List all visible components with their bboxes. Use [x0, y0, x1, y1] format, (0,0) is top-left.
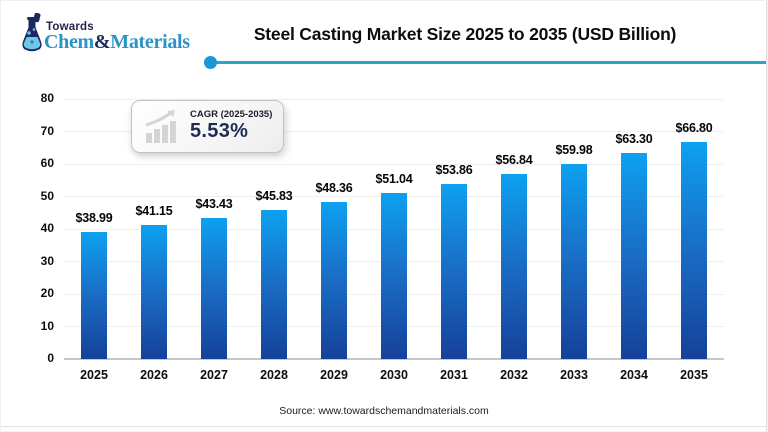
cagr-label: CAGR (2025-2035)	[190, 108, 273, 120]
bar-2025	[81, 232, 107, 359]
y-axis-tick-label: 20	[40, 286, 54, 300]
bar-2035	[681, 141, 707, 359]
y-axis-tick-label: 10	[40, 318, 54, 333]
cagr-badge: CAGR (2025-2035) 5.53%	[131, 100, 284, 153]
x-axis-tick-label: 2034	[620, 368, 648, 382]
chart-title: Steel Casting Market Size 2025 to 2035 (…	[253, 24, 677, 44]
brand-name-amp: &	[93, 31, 111, 53]
cagr-text: CAGR (2025-2035) 5.53%	[190, 108, 273, 144]
bar-value-label: $53.86	[435, 162, 473, 177]
bar-value-label: $59.98	[555, 143, 593, 158]
bar-2028	[261, 210, 287, 359]
bar-value-label: $63.30	[615, 132, 653, 147]
bar-value-label: $48.36	[315, 180, 353, 195]
brand-name: Chem&Materials	[44, 31, 190, 54]
x-axis-tick-label: 2029	[320, 368, 348, 382]
bar-2031	[441, 183, 467, 359]
bar-value-label: $38.99	[75, 211, 113, 226]
y-axis-tick-label: 70	[40, 123, 54, 138]
x-axis-tick-label: 2027	[200, 368, 228, 382]
y-axis-tick-label: 50	[40, 188, 54, 203]
x-axis-tick-label: 2031	[440, 368, 468, 382]
bar-2030	[381, 193, 407, 359]
x-axis-tick-label: 2028	[260, 368, 288, 382]
gridline	[64, 163, 724, 165]
brand-name-materials: Materials	[110, 31, 190, 53]
flask-icon	[22, 13, 42, 52]
y-axis-tick-label: 60	[40, 156, 54, 170]
bar-value-label: $51.04	[375, 172, 413, 187]
bar-value-label: $41.15	[135, 204, 173, 219]
bar-value-label: $66.80	[675, 120, 713, 135]
page-edge-right	[766, 1, 767, 431]
gridline	[64, 131, 724, 132]
page-edge-bottom	[1, 426, 767, 427]
x-axis-line	[64, 358, 724, 360]
bar-value-label: $43.43	[195, 196, 233, 211]
y-axis-tick-label: 80	[40, 91, 54, 105]
bar-2034	[621, 153, 647, 359]
x-axis-tick-label: 2035	[680, 368, 708, 382]
brand-name-chem: Chem	[44, 31, 94, 53]
bar-2026	[141, 225, 167, 359]
bar-2033	[561, 164, 587, 359]
x-axis-tick-label: 2025	[80, 368, 108, 382]
x-axis-tick-label: 2033	[560, 368, 588, 382]
bar-2029	[321, 201, 347, 359]
y-axis-tick-label: 0	[47, 351, 54, 365]
source-text: Source: www.towardschemandmaterials.com	[279, 405, 489, 417]
growth-trend-icon	[145, 109, 176, 143]
cagr-value: 5.53%	[190, 120, 249, 143]
gridline	[64, 98, 724, 100]
bar-2032	[501, 174, 527, 359]
title-underline-dot	[204, 56, 217, 69]
bar-2027	[201, 217, 227, 359]
brand-name-top: Towards	[46, 21, 94, 33]
title-underline	[211, 61, 767, 64]
y-axis-tick-label: 40	[40, 221, 54, 235]
x-axis-tick-label: 2026	[140, 368, 168, 382]
x-axis-tick-label: 2032	[500, 368, 528, 382]
bar-value-label: $45.83	[255, 189, 293, 204]
brand-logo: Towards Chem&Materials	[17, 11, 227, 59]
bar-value-label: $56.84	[495, 153, 533, 168]
x-axis-tick-label: 2030	[380, 368, 408, 382]
y-axis-tick-label: 30	[40, 253, 54, 268]
